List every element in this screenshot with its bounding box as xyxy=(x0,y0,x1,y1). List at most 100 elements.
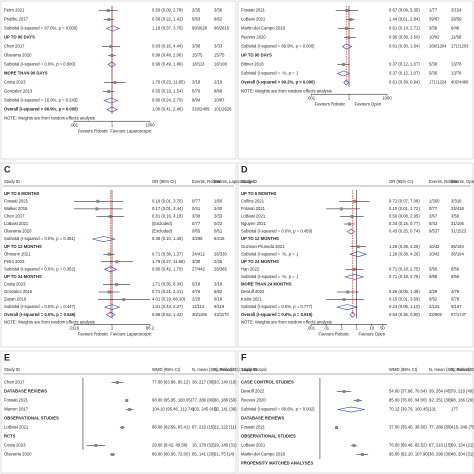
row-label: Subtotal (I-squared = 89.9%, p = 0.000) xyxy=(241,44,315,49)
events-comparator: 48, 204 (31) xyxy=(451,452,474,457)
events-comparator: 31/1523 xyxy=(451,229,467,234)
row-label: Warren 2017 xyxy=(4,407,29,412)
events-comparator: 0/22 xyxy=(214,221,223,226)
panel-border xyxy=(0,162,237,348)
point-estimate xyxy=(345,9,349,12)
row-label: MORE THAN 90 DAYS xyxy=(4,71,48,76)
events-robotic: 2/20 xyxy=(192,297,201,302)
estimate-text: 0.99 (0.48, 2.06) xyxy=(152,53,183,58)
estimate-text: 0.61 (0.14, 2.71) xyxy=(389,26,420,31)
events-robotic: 0/65 xyxy=(192,229,201,234)
events-robotic: 10/42 xyxy=(429,251,440,256)
point-estimate xyxy=(342,63,346,66)
events-robotic: 2/39 xyxy=(429,289,438,294)
events-robotic: 171/1224 xyxy=(429,80,447,85)
estimate-text: 4.01 (0.19, 86.20) xyxy=(152,297,186,302)
subtotal-diamond xyxy=(336,304,359,311)
point-estimate xyxy=(96,199,100,203)
row-label: Fossati 2021 xyxy=(4,398,29,403)
events-comparator: 59, 134 (21) xyxy=(451,443,474,448)
row-label: Subtotal (I-squared = 0.0%, p = 0.459) xyxy=(241,229,313,234)
events-robotic: 11/114 xyxy=(192,304,205,309)
events-comparator: 53, 141 (38) xyxy=(214,407,237,412)
row-label: Olavarria 2020 xyxy=(4,53,32,58)
point-estimate xyxy=(110,453,114,456)
row-label: Gonzalez 2015 xyxy=(4,289,33,294)
estimate-text: 0.34 (0.15, 0.77) xyxy=(389,221,420,226)
column-header: N, mean (SD); Robotic xyxy=(429,367,471,372)
estimate-text: 0.96 (0.39, 3.50) xyxy=(389,35,420,40)
events-comparator: 171/1203 xyxy=(451,44,469,49)
events-comparator: 1/60 xyxy=(214,198,223,203)
row-label: Overall (I-squared = 0.0%, p = 0.546) xyxy=(4,312,76,317)
row-label: UP TO 6 MONTHS xyxy=(241,191,277,196)
row-label: Subtotal (I-squared = .%, p = .) xyxy=(241,274,299,279)
events-robotic: 10/92 xyxy=(429,35,440,40)
estimate-text: 0.61 (0.39, 0.94) xyxy=(389,80,420,85)
estimate-text: 70.12 (39.79, 100.45) xyxy=(389,407,430,412)
row-label: Subtotal (I-squared = 89.6%, p = 0.002) xyxy=(241,407,315,412)
row-label: Chen 2017 xyxy=(4,380,25,385)
events-robotic: 38, 217 (38) xyxy=(192,380,215,385)
x-tick-label: 50 xyxy=(380,326,385,331)
events-comparator: 177 xyxy=(451,407,459,412)
row-label: Subtotal (I-squared = .%, p = .) xyxy=(241,251,299,256)
row-label: LoBiasi 2021 xyxy=(4,425,29,430)
events-robotic: 1/350 xyxy=(429,198,440,203)
events-comparator: 9/119 xyxy=(214,304,225,309)
point-estimate xyxy=(347,36,351,39)
row-label: DATABASE REVIEWS xyxy=(4,389,47,394)
events-robotic: 5/18 xyxy=(192,282,201,287)
column-header: Study ID xyxy=(241,179,257,184)
events-comparator: 36/194 xyxy=(451,251,464,256)
subtotal-diamond xyxy=(349,251,368,258)
row-label: UP TO 90 DAYS xyxy=(241,53,272,58)
events-robotic: 5/36 xyxy=(429,71,438,76)
row-label: Subtotal (I-squared = 0.0%, p = 0.777) xyxy=(241,304,313,309)
events-robotic: 3/38 xyxy=(192,214,201,219)
row-label: Fossati 2021 xyxy=(241,206,266,211)
x-tick-label: 1000 xyxy=(145,122,155,127)
plot-area xyxy=(74,190,150,319)
favours-left: Favours Robotic xyxy=(315,101,346,106)
estimate-text: 0.10 (0.01, 1.72) xyxy=(389,206,420,211)
estimate-text: 0.67 (0.09, 5.35) xyxy=(389,8,420,13)
events-robotic: 18/113 xyxy=(192,62,205,67)
subtotal-diamond xyxy=(103,97,119,104)
x-tick-label: 1 xyxy=(111,326,114,331)
column-header: OR (95% CI) xyxy=(389,179,414,184)
row-label: NOTE: Weights are from random effects an… xyxy=(241,89,332,94)
row-label: RCTS xyxy=(4,434,16,439)
subtotal-diamond xyxy=(344,273,365,280)
events-comparator: 6/82 xyxy=(214,289,223,294)
column-header: N, mean (SD); Robotic xyxy=(192,367,234,372)
row-label: DATABASE REVIEWS xyxy=(241,416,284,421)
column-header: WMD (95% CI) xyxy=(152,367,181,372)
estimate-text: 29.00 (8.42, 49.58) xyxy=(152,443,188,448)
column-header: Events, Open xyxy=(451,179,474,184)
row-label: Chen 2017 xyxy=(4,44,25,49)
row-label: Collins 2021 xyxy=(241,198,265,203)
events-robotic: 33/905 xyxy=(429,312,442,317)
subtotal-diamond xyxy=(92,236,116,243)
estimate-text: 1.70 (0.23, 11.85) xyxy=(152,80,185,85)
estimate-text: 0.43 (0.25, 0.74) xyxy=(389,229,420,234)
point-estimate xyxy=(342,390,346,393)
column-header: Events, Robotic xyxy=(192,179,221,184)
point-estimate xyxy=(113,81,117,84)
plot-area xyxy=(319,378,369,459)
events-comparator: 6/216 xyxy=(214,236,225,241)
point-estimate xyxy=(107,18,111,21)
estimate-text: 95.00 (82.10, 107.90) xyxy=(389,452,430,457)
events-comparator: 0/61 xyxy=(214,229,223,234)
events-robotic: 6/43 xyxy=(429,221,438,226)
events-robotic: 5/76 xyxy=(192,89,201,94)
point-estimate xyxy=(346,290,350,294)
estimate-text: 0.86 (0.52, 1.42) xyxy=(152,312,183,317)
events-comparator: 0/18 xyxy=(214,297,223,302)
events-comparator: 13/78 xyxy=(451,71,462,76)
row-label: Subtotal (I-squared = 0.0%, p = 0.900) xyxy=(4,62,76,67)
panel-border xyxy=(237,162,474,348)
events-robotic: 310/2409 xyxy=(192,107,210,112)
estimate-text: 0.85 (0.42, 1.70) xyxy=(152,266,183,271)
